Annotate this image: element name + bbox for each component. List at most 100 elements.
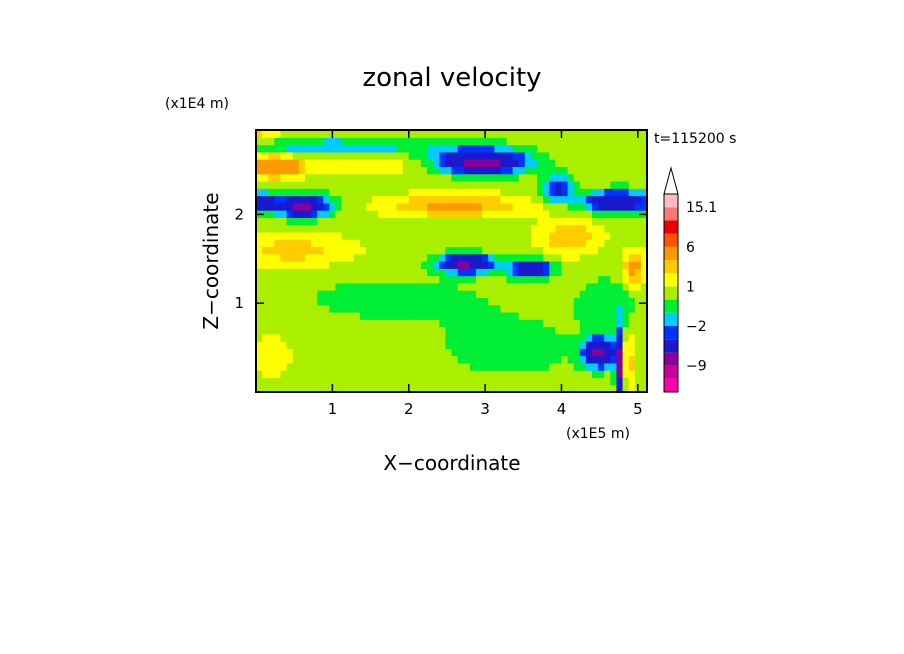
heatmap-cell <box>475 239 483 248</box>
heatmap-cell <box>488 137 495 146</box>
heatmap-cell <box>439 326 446 335</box>
heatmap-cell <box>286 297 294 306</box>
heatmap-cell <box>268 377 275 386</box>
heatmap-cell <box>482 290 489 298</box>
heatmap-cell <box>347 362 355 371</box>
heatmap-cell <box>384 297 392 306</box>
heatmap-cell <box>463 341 471 349</box>
heatmap-cell <box>329 268 337 277</box>
heatmap-cell <box>408 166 416 175</box>
heatmap-cell <box>274 319 282 328</box>
heatmap-cell <box>604 377 611 386</box>
heatmap-cell <box>628 297 636 306</box>
heatmap-cell <box>396 311 404 320</box>
heatmap-cell <box>567 217 575 226</box>
heatmap-cell <box>628 304 636 313</box>
heatmap-cell <box>451 180 459 189</box>
heatmap-cell <box>445 188 453 197</box>
heatmap-cell <box>494 159 501 167</box>
heatmap-cell <box>298 180 306 189</box>
heatmap-cell <box>494 210 501 218</box>
heatmap-cell <box>622 137 630 146</box>
heatmap-cell <box>347 224 355 233</box>
heatmap-cell <box>359 384 367 393</box>
heatmap-cell <box>310 311 318 320</box>
heatmap-cell <box>610 224 618 233</box>
heatmap-cell <box>482 377 489 386</box>
heatmap-cell <box>408 261 416 269</box>
heatmap-cell <box>592 319 599 328</box>
heatmap-cell <box>561 355 569 364</box>
heatmap-cell <box>317 311 324 320</box>
heatmap-cell <box>286 333 294 342</box>
heatmap-cell <box>341 137 349 146</box>
heatmap-cell <box>475 202 483 211</box>
heatmap-cell <box>365 224 373 233</box>
heatmap-cell <box>640 137 648 146</box>
heatmap-cell <box>384 188 392 197</box>
heatmap-cell <box>494 180 501 189</box>
heatmap-cell <box>298 370 306 379</box>
heatmap-cell <box>292 326 300 335</box>
heatmap-cell <box>634 231 642 240</box>
heatmap-cell <box>372 311 379 320</box>
heatmap-cell <box>451 239 459 248</box>
heatmap-cell <box>518 326 526 335</box>
heatmap-cell <box>604 224 611 233</box>
heatmap-cell <box>420 319 428 328</box>
heatmap-cell <box>439 224 446 233</box>
heatmap-cell <box>469 384 477 393</box>
heatmap-cell <box>347 326 355 335</box>
heatmap-cell <box>268 304 275 313</box>
heatmap-cell <box>573 239 581 248</box>
heatmap-cell <box>573 326 581 335</box>
heatmap-cell <box>329 304 337 313</box>
heatmap-cell <box>384 282 392 291</box>
time-label: t=115200 s <box>654 131 736 147</box>
heatmap-cell <box>463 210 471 218</box>
heatmap-cell <box>341 268 349 277</box>
heatmap-cell <box>549 370 556 379</box>
heatmap-cell <box>341 246 349 255</box>
heatmap-cell <box>408 180 416 189</box>
heatmap-cell <box>317 202 324 211</box>
heatmap-cell <box>445 166 453 175</box>
heatmap-cell <box>457 253 465 262</box>
heatmap-cell <box>488 180 495 189</box>
heatmap-cell <box>298 326 306 335</box>
heatmap-cell <box>573 253 581 262</box>
heatmap-cell <box>414 130 422 138</box>
heatmap-cell <box>427 319 434 328</box>
heatmap-cell <box>469 137 477 146</box>
heatmap-cell <box>256 166 263 175</box>
heatmap-cell <box>524 377 532 386</box>
heatmap-cell <box>537 180 544 189</box>
heatmap-cell <box>616 355 624 364</box>
heatmap-cell <box>329 282 337 291</box>
heatmap-cell <box>610 362 618 371</box>
heatmap-cell <box>555 355 563 364</box>
heatmap-cell <box>372 370 379 379</box>
heatmap-cell <box>494 341 501 349</box>
heatmap-cell <box>408 290 416 298</box>
heatmap-cell <box>268 144 275 153</box>
heatmap-cell <box>427 202 434 211</box>
heatmap-cell <box>500 348 508 357</box>
heatmap-cell <box>439 166 446 175</box>
heatmap-cell <box>549 246 556 255</box>
heatmap-cell <box>402 253 410 262</box>
heatmap-cell <box>280 362 288 371</box>
heatmap-cell <box>384 224 392 233</box>
heatmap-cell <box>451 297 459 306</box>
heatmap-cell <box>262 384 269 393</box>
heatmap-cell <box>543 282 550 291</box>
heatmap-cell <box>524 355 532 364</box>
heatmap-cell <box>610 188 618 197</box>
heatmap-cell <box>414 224 422 233</box>
heatmap-cell <box>616 341 624 349</box>
heatmap-cell <box>390 173 398 182</box>
heatmap-cell <box>482 253 489 262</box>
heatmap-cell <box>543 348 550 357</box>
heatmap-cell <box>365 384 373 393</box>
heatmap-cell <box>323 159 330 167</box>
